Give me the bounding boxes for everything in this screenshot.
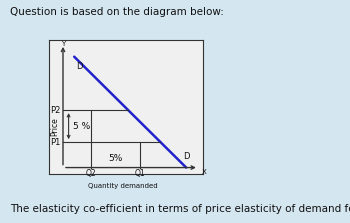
Text: Price: Price [50,117,59,136]
Text: The elasticity co-efficient in terms of price elasticity of demand for DD is:: The elasticity co-efficient in terms of … [10,204,350,214]
Text: Q2: Q2 [86,169,96,178]
Text: D: D [76,62,83,71]
Text: P1: P1 [50,138,61,147]
Text: 5%: 5% [108,154,123,163]
Text: P2: P2 [50,106,61,115]
Text: Question is based on the diagram below:: Question is based on the diagram below: [10,7,224,17]
Text: 5 %: 5 % [72,122,90,131]
Text: Q1: Q1 [135,169,145,178]
Text: X: X [202,169,206,175]
Text: Quantity demanded: Quantity demanded [88,183,157,189]
Text: Y: Y [61,41,65,47]
Text: D: D [183,152,190,161]
